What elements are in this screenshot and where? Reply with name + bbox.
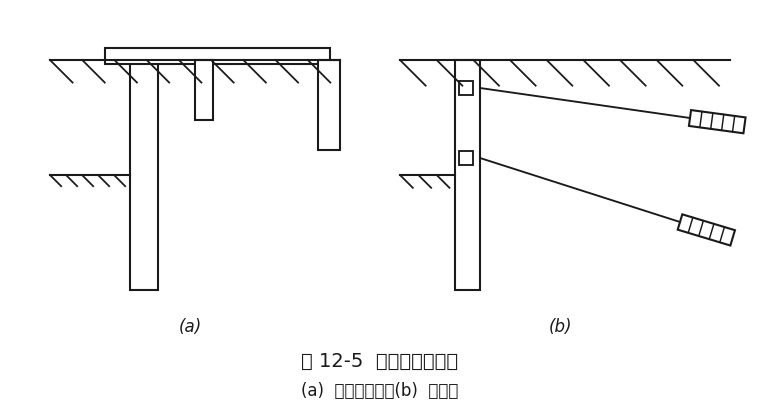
Text: (b): (b): [548, 318, 572, 336]
Bar: [130, 60, 158, 290]
Bar: [318, 60, 340, 150]
Bar: [105, 48, 330, 64]
Bar: [455, 60, 480, 290]
Text: (a)  地面拉锚式；(b)  锚杆式: (a) 地面拉锚式；(b) 锚杆式: [301, 382, 459, 400]
Polygon shape: [689, 110, 746, 133]
Polygon shape: [678, 214, 735, 245]
Text: (a): (a): [179, 318, 201, 336]
Bar: [458, 151, 473, 165]
Text: 图 12-5  拉锚式支护结构: 图 12-5 拉锚式支护结构: [302, 352, 458, 371]
Bar: [458, 81, 473, 95]
Bar: [195, 60, 213, 120]
